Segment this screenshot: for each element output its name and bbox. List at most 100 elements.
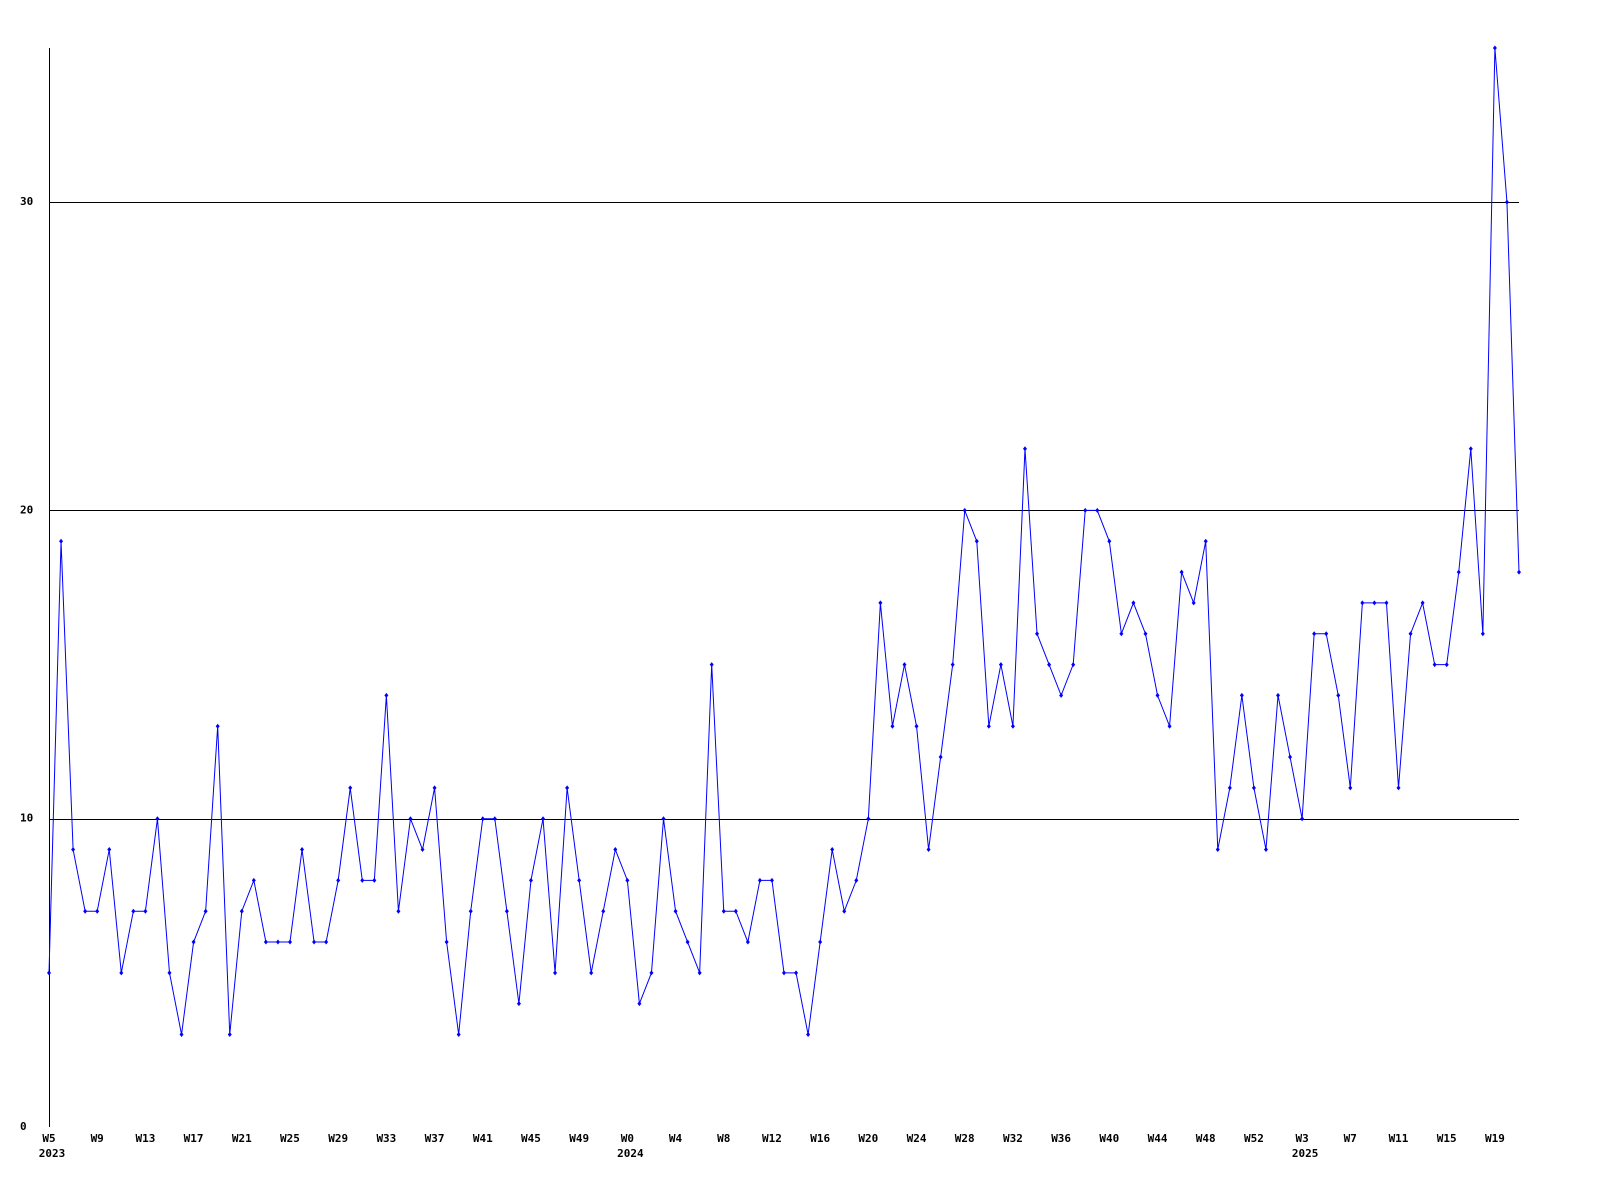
data-point bbox=[673, 908, 678, 914]
data-point bbox=[986, 723, 991, 729]
data-point bbox=[830, 847, 835, 853]
data-point bbox=[1047, 662, 1052, 668]
x-tick-label: W20 bbox=[858, 1132, 878, 1145]
data-point bbox=[962, 507, 967, 513]
data-point bbox=[794, 970, 799, 976]
data-point bbox=[998, 662, 1003, 668]
data-point bbox=[143, 908, 148, 914]
data-point bbox=[974, 538, 979, 544]
data-point bbox=[408, 816, 413, 822]
x-tick-label: W16 bbox=[810, 1132, 830, 1145]
data-point bbox=[890, 723, 895, 729]
x-tick-label: W13 bbox=[135, 1132, 155, 1145]
data-point bbox=[769, 877, 774, 883]
data-point bbox=[107, 847, 112, 853]
x-tick-label: W3 bbox=[1295, 1132, 1308, 1145]
data-point bbox=[878, 600, 883, 606]
x-tick-label: W40 bbox=[1099, 1132, 1119, 1145]
data-point bbox=[625, 877, 630, 883]
data-point bbox=[215, 723, 220, 729]
data-point bbox=[528, 877, 533, 883]
data-point bbox=[1083, 507, 1088, 513]
data-point bbox=[1071, 662, 1076, 668]
data-point bbox=[1251, 785, 1256, 791]
data-point bbox=[1456, 569, 1461, 575]
data-point bbox=[275, 939, 280, 945]
data-point bbox=[1263, 847, 1268, 853]
data-point bbox=[360, 877, 365, 883]
data-point bbox=[227, 1032, 232, 1038]
data-point bbox=[95, 908, 100, 914]
x-tick-label: W41 bbox=[473, 1132, 493, 1145]
data-point bbox=[1348, 785, 1353, 791]
data-point bbox=[661, 816, 666, 822]
data-point bbox=[71, 847, 76, 853]
data-point bbox=[516, 1001, 521, 1007]
data-point bbox=[191, 939, 196, 945]
data-point bbox=[312, 939, 317, 945]
x-tick-label: W49 bbox=[569, 1132, 589, 1145]
data-point bbox=[1288, 754, 1293, 760]
x-tick-label: W29 bbox=[328, 1132, 348, 1145]
x-tick-label: W48 bbox=[1196, 1132, 1216, 1145]
data-point bbox=[1396, 785, 1401, 791]
y-tick-label: 0 bbox=[20, 1120, 27, 1133]
data-point bbox=[456, 1032, 461, 1038]
x-tick-label: W32 bbox=[1003, 1132, 1023, 1145]
data-point bbox=[1179, 569, 1184, 575]
data-point bbox=[1504, 199, 1509, 205]
data-point bbox=[251, 877, 256, 883]
data-point bbox=[685, 939, 690, 945]
data-point bbox=[1372, 600, 1377, 606]
data-point bbox=[1517, 569, 1521, 575]
x-tick-label: W36 bbox=[1051, 1132, 1071, 1145]
data-point bbox=[1095, 507, 1100, 513]
x-tick-label: W15 bbox=[1437, 1132, 1457, 1145]
data-point bbox=[1492, 45, 1497, 51]
data-point bbox=[480, 816, 485, 822]
data-point bbox=[649, 970, 654, 976]
data-point bbox=[336, 877, 341, 883]
data-point bbox=[1155, 692, 1160, 698]
x-tick-label: W44 bbox=[1148, 1132, 1168, 1145]
data-point bbox=[203, 908, 208, 914]
data-point bbox=[59, 538, 64, 544]
x-tick-label: W11 bbox=[1389, 1132, 1409, 1145]
data-point bbox=[47, 970, 51, 976]
x-tick-label: W4 bbox=[669, 1132, 683, 1145]
x-tick-label: W5 bbox=[42, 1132, 55, 1145]
data-point bbox=[167, 970, 172, 976]
x-tick-label: W37 bbox=[425, 1132, 445, 1145]
data-point bbox=[1119, 631, 1124, 637]
x-tick-label: W17 bbox=[184, 1132, 204, 1145]
data-point bbox=[1360, 600, 1365, 606]
data-point bbox=[300, 847, 305, 853]
y-tick-label: 10 bbox=[20, 812, 33, 825]
x-tick-label: W21 bbox=[232, 1132, 252, 1145]
data-point bbox=[613, 847, 618, 853]
data-point bbox=[1227, 785, 1232, 791]
x-tick-label: W24 bbox=[907, 1132, 927, 1145]
data-point bbox=[1324, 631, 1329, 637]
data-point bbox=[842, 908, 847, 914]
data-point bbox=[1022, 446, 1027, 452]
data-point bbox=[119, 970, 124, 976]
data-point bbox=[1300, 816, 1305, 822]
data-point bbox=[1203, 538, 1208, 544]
x-tick-label: W7 bbox=[1344, 1132, 1357, 1145]
data-point bbox=[938, 754, 943, 760]
data-point bbox=[420, 847, 425, 853]
y-tick-label: 30 bbox=[20, 195, 33, 208]
data-point bbox=[1107, 538, 1112, 544]
data-point bbox=[733, 908, 738, 914]
x-tick-label: W25 bbox=[280, 1132, 300, 1145]
data-point bbox=[155, 816, 160, 822]
data-point bbox=[950, 662, 955, 668]
y-tick-label: 20 bbox=[20, 503, 33, 516]
data-point bbox=[492, 816, 497, 822]
data-point bbox=[372, 877, 377, 883]
data-point bbox=[1143, 631, 1148, 637]
x-tick-label: W0 bbox=[621, 1132, 634, 1145]
data-point bbox=[1312, 631, 1317, 637]
